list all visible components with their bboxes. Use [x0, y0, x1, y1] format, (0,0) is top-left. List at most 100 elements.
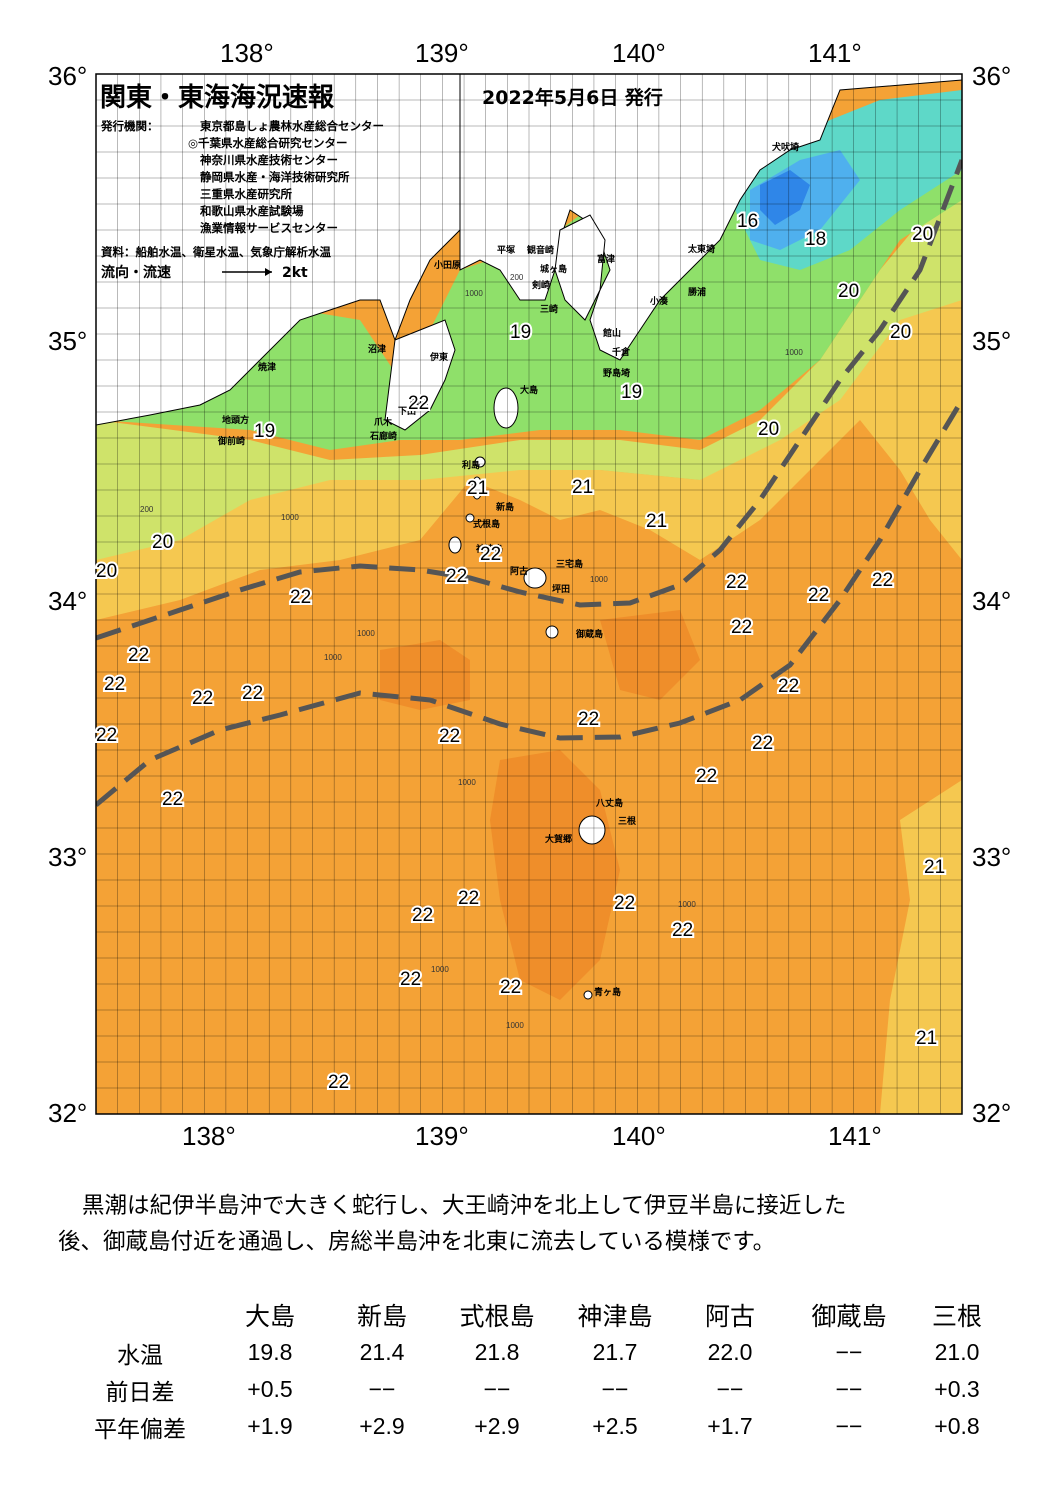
island-mikurajima	[545, 625, 559, 639]
lon-label-top: 140°	[612, 38, 666, 68]
place-name: 富津	[597, 253, 615, 265]
isotherm-label: 21	[916, 1028, 937, 1049]
place-name: 青ヶ島	[594, 986, 621, 998]
place-name: 大賀郷	[545, 833, 572, 845]
agency-item: 静岡県水産・海洋技術研究所	[200, 170, 350, 184]
isotherm-label: 20	[838, 281, 859, 302]
column-header: 御蔵島	[811, 1302, 887, 1331]
isotherm-label: 22	[328, 1072, 349, 1093]
island-aogashima	[583, 990, 593, 1000]
isotherm-label: 16	[737, 211, 758, 232]
flow-scale-value: 2kt	[282, 265, 308, 281]
place-name: 伊東	[429, 351, 448, 363]
place-name: 神津島	[476, 543, 503, 555]
place-name: 稲取	[410, 395, 429, 407]
lon-label-top: 139°	[415, 38, 469, 68]
lat-label-left: 36°	[48, 61, 87, 91]
isotherm-label: 22	[778, 676, 799, 697]
isotherm-label: 19	[254, 421, 275, 442]
isotherm-label: 21	[924, 857, 945, 878]
isotherm-label: 20	[152, 532, 173, 553]
lon-label-top: 138°	[220, 38, 274, 68]
column-header: 大島	[244, 1302, 295, 1331]
isotherm-label: 22	[458, 888, 479, 909]
lon-label-bottom: 141°	[828, 1121, 882, 1150]
island-kozushima	[448, 536, 462, 554]
depth-label: 1000	[465, 289, 483, 298]
place-name: 式根島	[473, 518, 500, 530]
isotherm-label: 22	[408, 393, 429, 414]
table-cell: 21.4	[359, 1339, 405, 1365]
temp-zone-22-warm	[380, 610, 700, 1000]
table-cell: −−	[601, 1376, 629, 1402]
table-cell: 21.7	[592, 1339, 638, 1365]
isotherm-label: 22	[192, 688, 213, 709]
isotherm-label: 21	[646, 511, 667, 532]
lat-label-right: 34°	[972, 586, 1011, 616]
table-cell: 22.0	[707, 1339, 753, 1365]
isotherm-label: 22	[439, 726, 460, 747]
isotherm-label: 21	[467, 478, 488, 499]
place-name: 千倉	[612, 346, 631, 358]
column-header: 式根島	[459, 1302, 535, 1331]
column-header: 神津島	[577, 1302, 653, 1331]
column-header: 新島	[356, 1302, 407, 1331]
depth-label: 1000	[431, 965, 449, 974]
isotherm-label: 22	[104, 674, 125, 695]
place-name: 八丈島	[595, 797, 623, 809]
depth-labels: 200 1000 1000 1000 200 1000 1000 1000 10…	[140, 273, 803, 1030]
situation-summary: 黒潮は紀伊半島沖で大きく蛇行し、大王崎沖を北上して伊豆半島に接近した 後、御蔵島…	[58, 1188, 1018, 1260]
lat-label-left: 35°	[48, 326, 87, 356]
isotherm-label: 22	[290, 587, 311, 608]
land-honshu-west	[96, 74, 461, 426]
isotherm-label: 22	[400, 969, 421, 990]
table-header-row: 大島 新島 式根島 神津島 阿古 御蔵島 三根	[66, 1296, 1002, 1334]
agency-item: 漁業情報サービスセンター	[200, 221, 338, 235]
isotherm-label: 22	[412, 905, 433, 926]
isotherm-label: 22	[500, 977, 521, 998]
agency-item: ◎千葉県水産総合研究センター	[188, 136, 348, 150]
place-name: 下田	[398, 406, 416, 417]
island-observation-table: 大島 新島 式根島 神津島 阿古 御蔵島 三根 水温 19.8 21.4 21.…	[66, 1296, 1002, 1445]
issued-date: 2022年5月6日 発行	[482, 86, 663, 109]
island-hachijojima	[578, 815, 606, 845]
isotherm-label: 18	[805, 229, 826, 250]
table-cell: −−	[716, 1376, 744, 1402]
place-name: 利島	[461, 459, 480, 471]
map-border	[95, 73, 963, 1115]
lat-label-left: 34°	[48, 586, 87, 616]
isotherm-label: 22	[731, 617, 752, 638]
row-label: 平年偏差	[94, 1416, 186, 1443]
table-cell: +0.8	[934, 1413, 980, 1439]
isotherm-label: 22	[696, 766, 717, 787]
table-cell: −−	[483, 1376, 511, 1402]
depth-label: 1000	[590, 575, 608, 584]
place-name: 野島埼	[603, 367, 630, 379]
place-name: 太東埼	[687, 243, 715, 255]
lon-label-bottom: 139°	[415, 1121, 469, 1150]
isotherm-label: 19	[510, 322, 531, 343]
summary-line: 黒潮は紀伊半島沖で大きく蛇行し、大王崎沖を北上して伊豆半島に接近した	[82, 1193, 847, 1219]
island-niijima	[471, 476, 483, 500]
flow-legend-label: 流向・流速	[101, 264, 171, 281]
place-name: 沼津	[368, 343, 386, 355]
place-name: 新島	[496, 501, 514, 513]
summary-line: 後、御蔵島付近を通過し、房総半島沖を北東に流去している模様です。	[58, 1229, 776, 1255]
depth-label: 1000	[324, 653, 342, 662]
lat-lon-grid	[96, 74, 962, 1114]
sea-temperature-map: 138° 139° 140° 141° 138° 139° 140° 141° …	[48, 38, 1011, 1150]
place-name: 阿古	[510, 565, 528, 577]
table-cell: +2.9	[359, 1413, 405, 1439]
kuroshio-path-north	[96, 159, 962, 641]
isotherm-label: 22	[446, 566, 467, 587]
table-row: 水温 19.8 21.4 21.8 21.7 22.0 −− 21.0	[66, 1334, 1002, 1371]
place-name: 石廊崎	[369, 430, 397, 442]
place-name: 小湊	[649, 295, 669, 307]
table-cell: +2.9	[474, 1413, 520, 1439]
depth-label: 1000	[785, 348, 803, 357]
isotherm-label: 22	[872, 570, 893, 591]
table-cell: −−	[835, 1339, 863, 1365]
place-name: 剣崎	[531, 279, 550, 291]
agency-item: 神奈川県水産技術センター	[200, 153, 338, 167]
place-name: 観音崎	[527, 244, 554, 256]
